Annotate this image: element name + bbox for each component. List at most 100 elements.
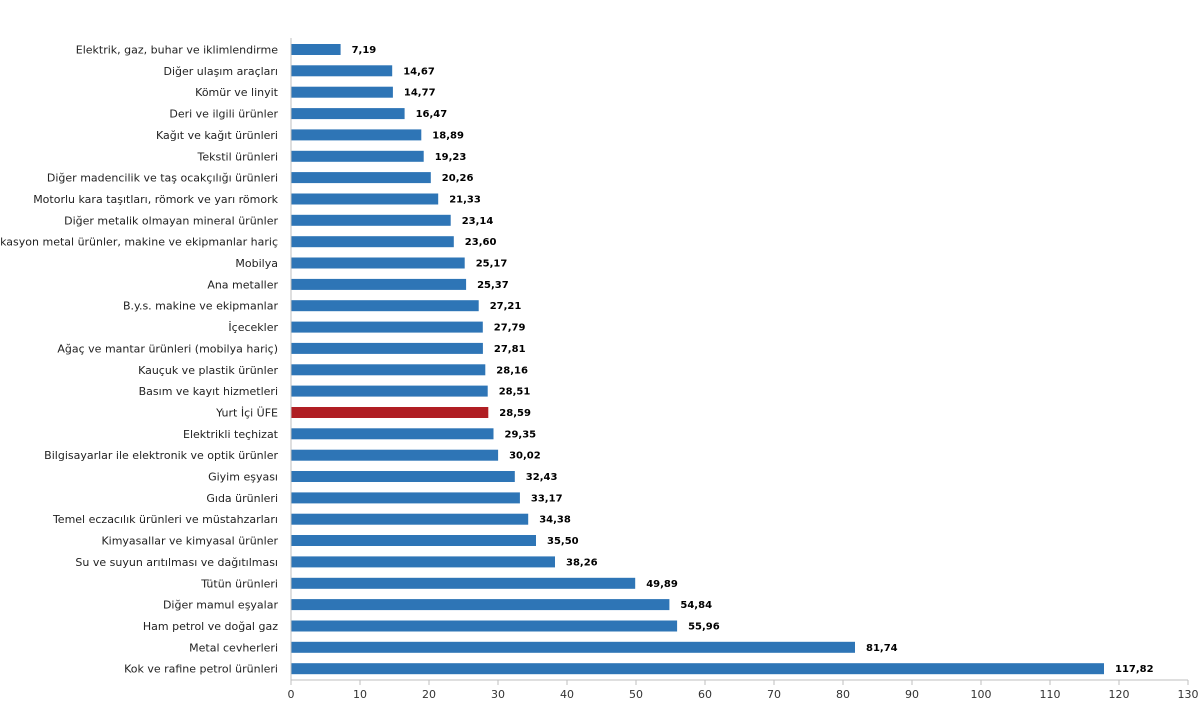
x-tick-label: 60 xyxy=(698,688,712,701)
bar xyxy=(291,236,454,248)
x-tick-label: 0 xyxy=(288,688,295,701)
x-tick-label: 20 xyxy=(422,688,436,701)
category-label: Mobilya xyxy=(235,257,278,270)
value-label: 28,16 xyxy=(496,365,528,376)
category-label: Ağaç ve mantar ürünleri (mobilya hariç) xyxy=(57,342,278,355)
bar xyxy=(291,577,636,589)
category-label: Kömür ve linyit xyxy=(195,86,279,99)
value-label: 25,17 xyxy=(476,259,508,270)
category-label: Diğer mamul eşyalar xyxy=(163,599,279,612)
bar xyxy=(291,449,499,461)
category-label: Metal cevherleri xyxy=(189,641,278,654)
value-label: 27,79 xyxy=(494,323,526,334)
value-label: 27,21 xyxy=(490,301,522,312)
bar xyxy=(291,150,424,162)
bar xyxy=(291,663,1104,675)
value-label: 18,89 xyxy=(432,130,464,141)
category-label: Diğer madencilik ve taş ocakçılığı ürünl… xyxy=(47,172,278,185)
value-label: 14,67 xyxy=(403,66,435,77)
value-label: 25,37 xyxy=(477,280,509,291)
bar xyxy=(291,321,483,333)
x-tick-label: 40 xyxy=(560,688,574,701)
category-label: Motorlu kara taşıtları, römork ve yarı r… xyxy=(33,193,278,206)
value-label: 55,96 xyxy=(688,622,720,633)
category-label: Tekstil ürünleri xyxy=(197,150,278,163)
bar xyxy=(291,300,479,312)
value-label: 7,19 xyxy=(352,45,377,56)
bar xyxy=(291,364,486,376)
value-label: 34,38 xyxy=(539,515,571,526)
value-label: 23,14 xyxy=(462,216,494,227)
value-label: 117,82 xyxy=(1115,664,1154,675)
value-label: 29,35 xyxy=(505,429,537,440)
value-label: 20,26 xyxy=(442,173,474,184)
category-labels: Elektrik, gaz, buhar ve iklimlendirme Diğ… xyxy=(0,44,279,676)
value-label: 16,47 xyxy=(416,109,448,120)
category-label: Elektrik, gaz, buhar ve iklimlendirme xyxy=(76,44,278,57)
value-label: 21,33 xyxy=(449,195,481,206)
bar xyxy=(291,556,555,568)
bar xyxy=(291,172,431,184)
bar xyxy=(291,385,488,397)
bar xyxy=(291,278,467,290)
x-axis: 0 10 20 30 40 50 60 70 80 90 100 110 120 130 xyxy=(288,38,1199,701)
bar xyxy=(291,108,405,120)
x-tick-label: 90 xyxy=(905,688,919,701)
x-tick-label: 120 xyxy=(1109,688,1130,701)
bar xyxy=(291,513,529,525)
bar xyxy=(291,535,536,546)
category-label: Su ve suyun arıtılması ve dağıtılması xyxy=(75,556,278,569)
bar xyxy=(291,620,678,632)
category-label: Yurt İçi ÜFE xyxy=(215,407,278,420)
category-label: Elektrikli teçhizat xyxy=(183,428,279,441)
x-tick-label: 70 xyxy=(767,688,781,701)
category-label: Diğer metalik olmayan mineral ürünler xyxy=(64,214,278,227)
category-label: Ana metaller xyxy=(207,278,278,291)
value-labels: 7,19 14,67 14,77 16,47 18,89 19,23 20,26 21,33 2… xyxy=(352,45,1154,675)
value-label: 27,81 xyxy=(494,344,526,355)
value-label: 28,51 xyxy=(499,387,531,398)
category-label: Kauçuk ve plastik ürünler xyxy=(138,364,278,377)
x-tick-label: 50 xyxy=(629,688,643,701)
value-label: 81,74 xyxy=(866,643,898,654)
bar-highlight xyxy=(291,407,489,418)
x-tick-label: 10 xyxy=(353,688,367,701)
bar xyxy=(291,599,670,611)
bar xyxy=(291,86,393,98)
bar xyxy=(291,641,855,653)
category-label: Kok ve rafine petrol ürünleri xyxy=(124,663,278,676)
value-label: 30,02 xyxy=(509,451,541,462)
bar xyxy=(291,214,451,226)
value-label: 38,26 xyxy=(566,557,598,568)
value-label: 35,50 xyxy=(547,536,579,547)
category-label: B.y.s. makine ve ekipmanlar xyxy=(123,300,278,313)
category-label: Bilgisayarlar ile elektronik ve optik ür… xyxy=(44,449,278,462)
category-label: Deri ve ilgili ürünler xyxy=(169,108,278,121)
value-label: 49,89 xyxy=(646,579,678,590)
category-label: Basım ve kayıt hizmetleri xyxy=(139,385,278,398)
x-tick-label: 130 xyxy=(1178,688,1199,701)
category-label: Diğer ulaşım araçları xyxy=(164,65,279,78)
x-tick-label: 110 xyxy=(1040,688,1061,701)
category-label: Ham petrol ve doğal gaz xyxy=(143,620,278,633)
bar xyxy=(291,471,515,482)
x-tick-label: 100 xyxy=(971,688,992,701)
category-label: Kağıt ve kağıt ürünleri xyxy=(156,129,278,142)
category-label: Gıda ürünleri xyxy=(206,492,278,505)
category-label: Temel eczacılık ürünleri ve müstahzarlar… xyxy=(52,513,278,526)
bar xyxy=(291,492,520,504)
value-label: 54,84 xyxy=(680,600,712,611)
bar xyxy=(291,129,422,141)
x-tick-label: 80 xyxy=(836,688,850,701)
category-label: İçecekler xyxy=(228,321,278,334)
category-label: Tütün ürünleri xyxy=(200,577,278,590)
value-label: 19,23 xyxy=(435,152,467,163)
bar xyxy=(291,65,393,77)
bar xyxy=(291,44,341,55)
bar xyxy=(291,428,494,440)
bars-layer xyxy=(291,44,1104,675)
value-label: 32,43 xyxy=(526,472,558,483)
x-tick-label: 30 xyxy=(491,688,505,701)
